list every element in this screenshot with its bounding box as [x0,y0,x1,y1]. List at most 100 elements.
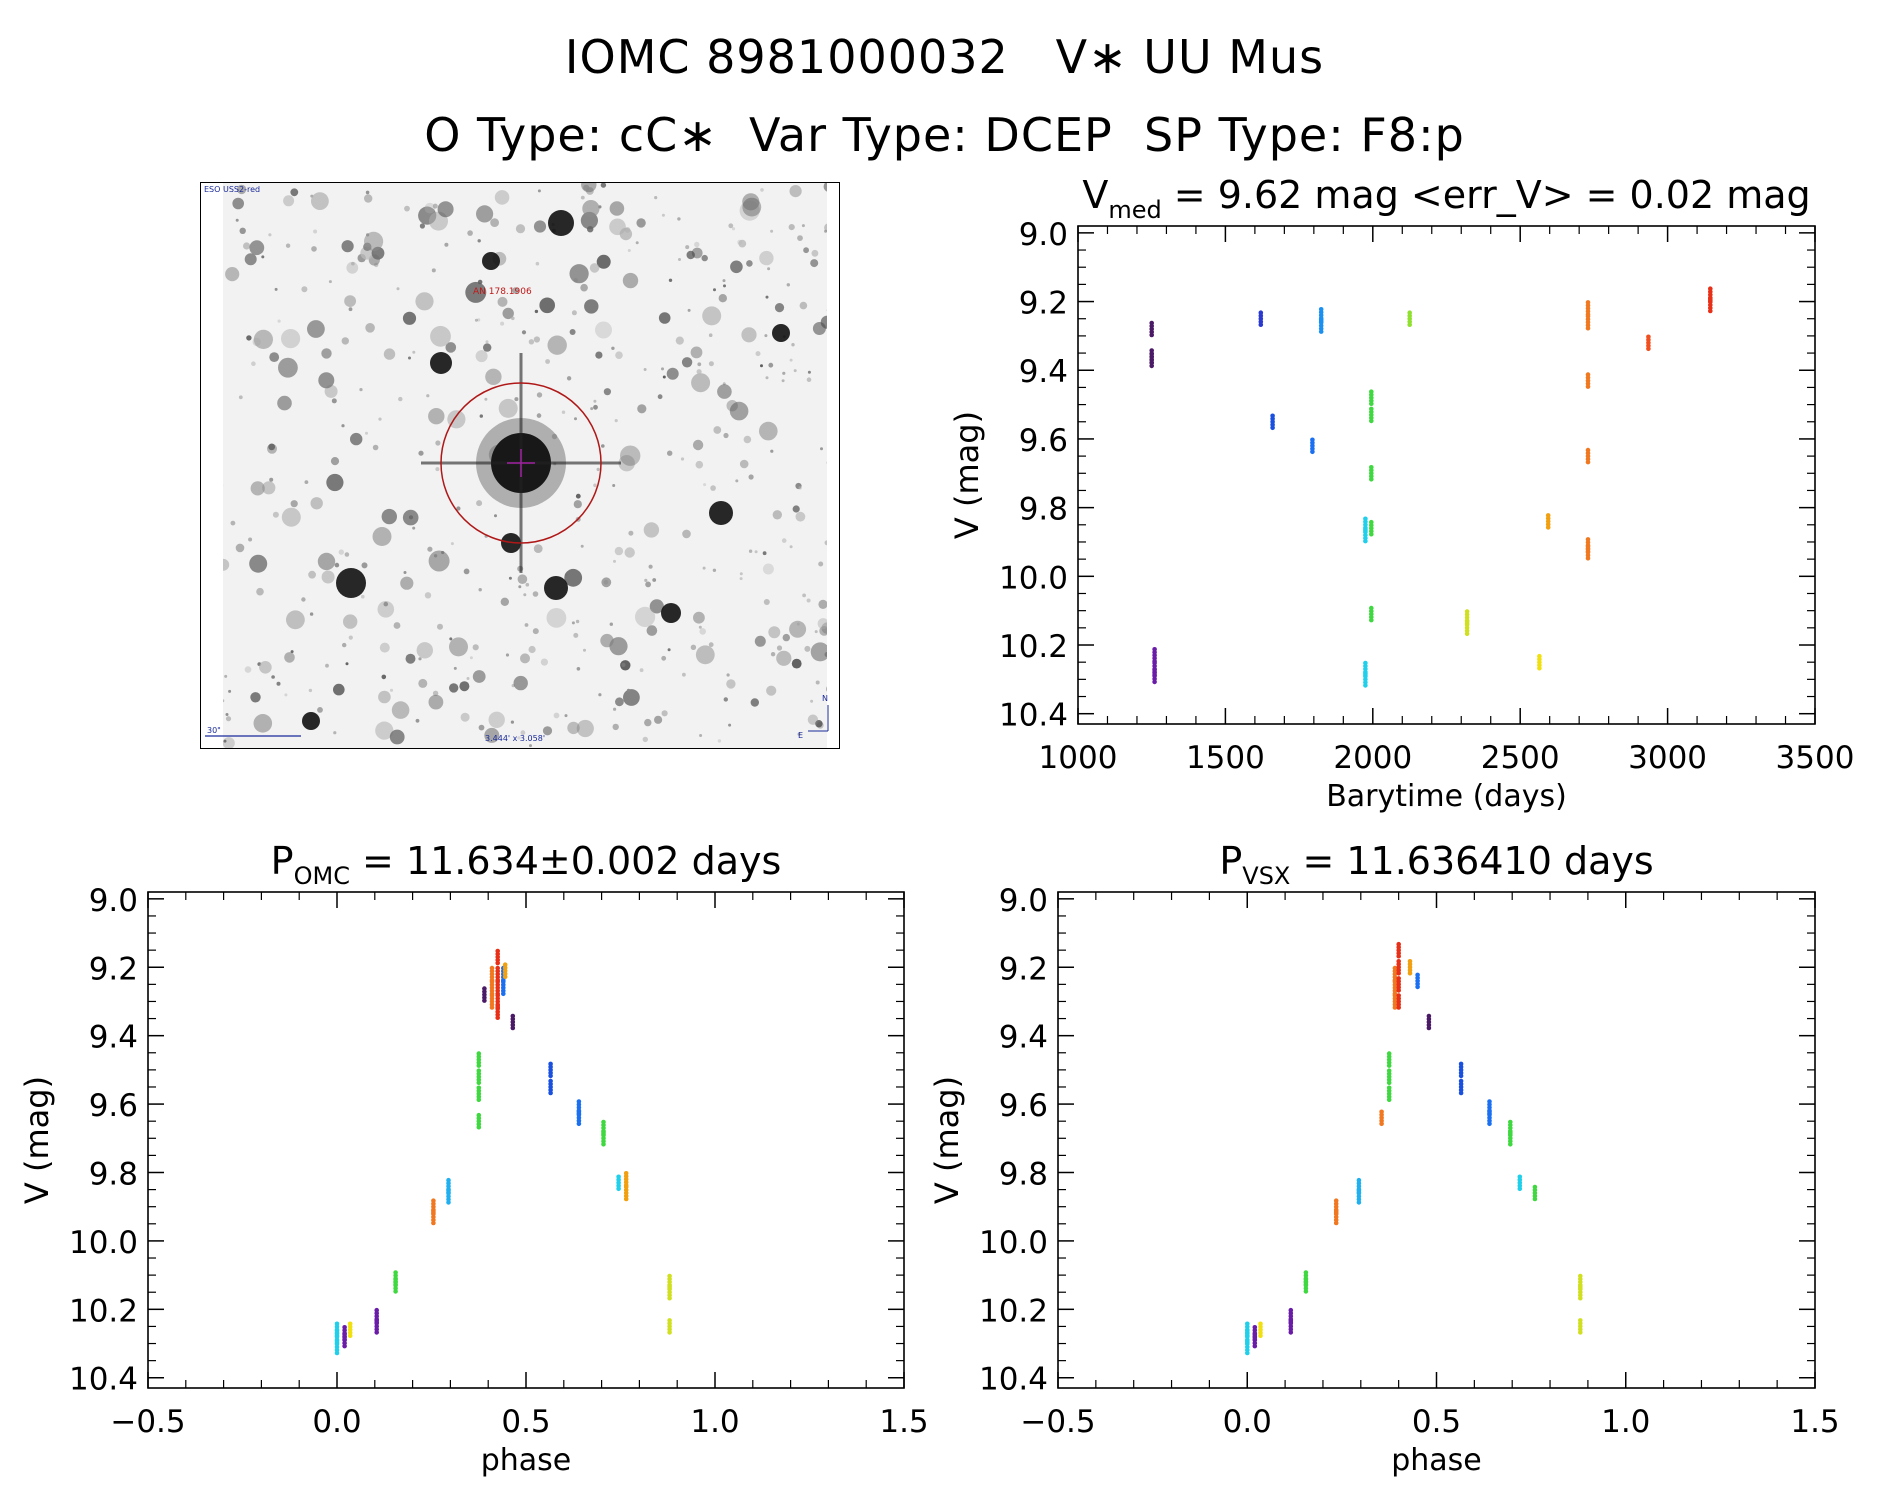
finder-star [810,642,830,662]
finder-star [820,447,823,451]
phase_omc-ytick-label: 9.6 [89,1088,138,1124]
finder-star [520,730,526,736]
finder-star [564,568,583,587]
finder-star [619,227,633,241]
finder-star [695,645,715,665]
finder-star [677,217,681,221]
finder-star [601,444,605,448]
finder-star [600,183,607,188]
finder-star [416,642,433,659]
finder-star [609,201,625,216]
finder-star [343,614,358,629]
finder-star [760,188,764,192]
phase_vsx-point [1458,1073,1464,1079]
finder-star [338,549,344,555]
finder-star [478,724,485,731]
finder-star [472,670,486,683]
finder-star [703,483,707,487]
finder-star [696,369,702,375]
phase_omc-point [347,1333,353,1339]
finder-star [435,467,440,472]
lightcurve-xtick-label: 3000 [1628,740,1707,776]
finder-star [731,227,736,231]
finder-star [702,566,706,570]
finder-star [718,294,727,303]
finder-star [342,642,347,648]
finder-star [613,707,617,711]
finder-star [690,346,703,359]
finder-star [389,729,405,745]
finder-star [518,585,522,589]
phase_vsx-point [1396,971,1401,976]
finder-star [341,424,345,428]
finder-star [403,571,407,574]
finder-star [431,268,436,273]
phase_omc-xtick-label: 0.0 [312,1404,361,1440]
finder-star [433,554,438,558]
finder-star [621,662,626,667]
phase_vsx-xtick-label: 1.5 [1790,1404,1839,1440]
finder-star [814,630,818,634]
phase_vsx-title-sub: VSX [1242,862,1290,890]
finder-star [281,329,301,349]
finder-star [321,348,332,359]
finder-star [348,635,353,640]
finder-star [615,351,623,359]
finder-star [806,377,812,382]
finder-star [344,295,356,307]
finder-star [666,367,679,380]
finder-star [301,286,308,293]
finder-star [512,287,519,294]
finder-star [609,637,628,656]
finder-star [755,351,761,357]
finder-star [603,579,609,585]
phase_vsx-point [1386,1063,1392,1068]
finder-star [765,295,769,299]
finder-star [513,675,528,691]
finder-star [277,319,281,323]
finder-star [372,527,392,546]
finder-star [798,486,802,490]
phase_vsx-ytick-label: 10.0 [979,1225,1048,1261]
lightcurve-point [1585,556,1591,561]
lightcurve-ytick-label: 9.6 [1019,423,1068,459]
phase_vsx-ytick-label: 10.2 [979,1293,1048,1329]
phase_omc-title-var: P [271,839,294,883]
finder-star [276,681,281,686]
finder-star [590,407,594,411]
phase_vsx-point [1396,988,1401,993]
phase_omc-point [476,1080,482,1085]
finder-star [404,205,410,212]
finder-star [754,635,766,647]
finder-star [699,628,706,635]
finder-star [378,417,382,421]
lightcurve-point [1363,538,1368,544]
finder-star [430,325,451,347]
finder-star [708,361,714,367]
finder-star [517,736,521,740]
lightcurve-point [1464,631,1470,637]
phase_omc-xtick-label: 1.0 [690,1404,739,1440]
phase_vsx-point [1396,953,1401,959]
finder-star [776,645,783,651]
finder-star [789,620,807,638]
finder-star [685,245,690,250]
finder-star [511,316,515,321]
phase_vsx-point [1288,1330,1294,1335]
finder-star [564,714,568,718]
lightcurve-xtick-label: 2500 [1481,740,1560,776]
finder-star [532,628,539,635]
finder-star [274,287,278,291]
finder-star [735,479,739,483]
finder-star [230,520,236,526]
finder-star [748,549,753,553]
finder-star [637,404,647,414]
lightcurve-point [1545,525,1551,530]
finder-star [236,184,247,195]
phase_omc-point [476,1124,482,1130]
lightcurve-ytick-label: 9.4 [1019,354,1068,390]
phase_vsx-point [1386,1080,1392,1085]
finder-star [268,233,272,237]
phase_omc-point [623,1196,629,1202]
finder-star [810,699,814,703]
